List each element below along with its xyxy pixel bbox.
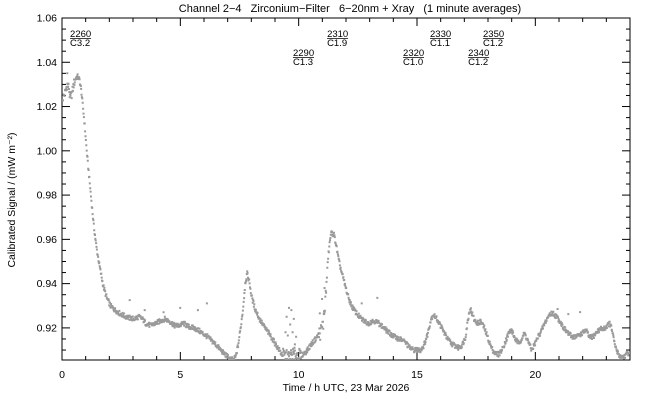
flare-event-number: 2330 bbox=[430, 29, 451, 40]
flare-event-class: C1.2 bbox=[483, 38, 503, 49]
flare-event-number: 2350 bbox=[483, 29, 504, 40]
flare-event-class: C1.1 bbox=[430, 38, 450, 49]
chart-title: Channel 2−4 Zirconium−Filter 6−20nm + Xr… bbox=[179, 3, 521, 15]
y-tick-label: 1.00 bbox=[37, 145, 58, 157]
x-tick-label: 15 bbox=[411, 369, 423, 381]
y-tick-label: 0.96 bbox=[37, 234, 58, 246]
y-tick-label: 0.98 bbox=[37, 190, 58, 202]
y-axis-label: Calibrated Signal / (mW m⁻²) bbox=[6, 132, 18, 267]
y-tick-label: 1.06 bbox=[37, 13, 58, 25]
x-tick-label: 20 bbox=[529, 369, 541, 381]
flare-event-number: 2320 bbox=[403, 48, 424, 59]
x-tick-label: 0 bbox=[59, 369, 65, 381]
x-axis-label: Time / h UTC, 23 Mar 2026 bbox=[283, 382, 410, 394]
x-tick-label: 10 bbox=[293, 369, 305, 381]
flare-event-class: C1.2 bbox=[468, 57, 488, 68]
flare-event-number: 2310 bbox=[327, 29, 348, 40]
y-tick-label: 0.92 bbox=[37, 322, 58, 334]
y-tick-label: 0.94 bbox=[37, 278, 58, 290]
flare-event-number: 2340 bbox=[468, 48, 489, 59]
flare-event-number: 2260 bbox=[70, 29, 91, 40]
flare-event-class: C1.3 bbox=[293, 57, 313, 68]
y-tick-label: 1.04 bbox=[37, 57, 58, 69]
flare-event-class: C3.2 bbox=[70, 38, 90, 49]
flare-event-number: 2290 bbox=[293, 48, 314, 59]
x-tick-label: 5 bbox=[177, 369, 183, 381]
flare-event-class: C1.9 bbox=[327, 38, 347, 49]
y-tick-label: 1.02 bbox=[37, 101, 58, 113]
flare-event-class: C1.0 bbox=[403, 57, 423, 68]
